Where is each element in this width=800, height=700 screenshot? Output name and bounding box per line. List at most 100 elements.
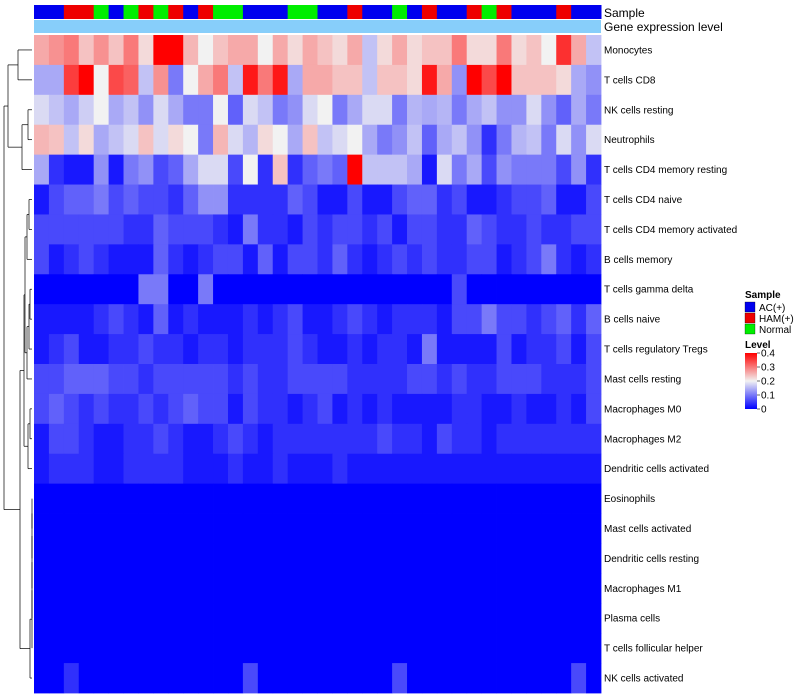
heatmap-cell — [586, 124, 602, 156]
heatmap-cell — [362, 184, 378, 215]
heatmap-cell — [317, 453, 333, 485]
heatmap-cell — [377, 423, 393, 455]
heatmap-cell — [108, 94, 124, 126]
row-label: T cells CD4 memory activated — [604, 225, 737, 236]
legend-level-ticks: 0.4 0.3 0.2 0.1 0 — [757, 349, 775, 416]
heatmap-cell — [496, 94, 512, 126]
heatmap-cell — [227, 184, 244, 215]
heatmap-cell — [242, 423, 259, 455]
heatmap-cell — [481, 543, 497, 574]
heatmap-cell — [317, 603, 333, 634]
legend-tick-label: 0.1 — [761, 391, 775, 402]
heatmap-cell — [108, 304, 124, 335]
heatmap-cell — [213, 483, 229, 514]
heatmap-cell — [34, 64, 50, 96]
heatmap-cell — [556, 154, 572, 185]
heatmap-cell — [407, 453, 423, 485]
heatmap-cell — [213, 274, 229, 305]
heatmap-cell — [138, 94, 154, 126]
heatmap-cell — [496, 214, 512, 245]
heatmap-cell — [586, 663, 602, 694]
sample-annotation-cell — [421, 5, 438, 19]
heatmap-cell — [93, 663, 110, 694]
heatmap-cell — [93, 35, 110, 66]
heatmap-cell — [227, 603, 244, 634]
heatmap-cell — [481, 393, 497, 425]
heatmap-cell — [347, 663, 363, 694]
heatmap-cell — [48, 35, 65, 66]
heatmap-cell — [93, 124, 110, 156]
heatmap-cell — [421, 423, 438, 455]
heatmap-cell — [586, 334, 602, 365]
heatmap-cell — [257, 64, 274, 96]
row-label: Dendritic cells resting — [604, 554, 699, 565]
heatmap-cell — [168, 513, 184, 544]
heatmap-cell — [481, 154, 497, 185]
heatmap-cell — [347, 64, 363, 96]
heatmap-cell — [123, 364, 139, 395]
row-label: T cells CD4 memory resting — [604, 165, 727, 176]
heatmap-cell — [287, 304, 303, 335]
sample-annotation-cell — [496, 5, 512, 19]
heatmap-cell — [526, 453, 542, 485]
heatmap-cell — [198, 573, 214, 604]
heatmap-cell — [451, 513, 468, 544]
heatmap-cell — [421, 35, 438, 66]
heatmap-cell — [198, 513, 214, 544]
sample-annotation-track — [34, 5, 602, 19]
sample-annotation-cell — [347, 5, 363, 19]
heatmap-cell — [586, 154, 602, 185]
heatmap-cell — [242, 633, 259, 664]
heatmap-cell — [227, 124, 244, 156]
heatmap-cell — [556, 603, 572, 634]
heatmap-cell — [198, 334, 214, 365]
heatmap-cell — [586, 35, 602, 66]
heatmap-cell — [48, 513, 65, 544]
heatmap-cell — [347, 364, 363, 395]
heatmap-cell — [63, 244, 80, 275]
heatmap-cell — [436, 35, 453, 66]
heatmap-cell — [526, 64, 542, 96]
heatmap-cell — [362, 154, 378, 185]
heatmap-cell — [317, 274, 333, 305]
heatmap-cell — [63, 304, 80, 335]
heatmap-cell — [78, 393, 95, 425]
heatmap-cell — [571, 154, 587, 185]
heatmap-cell — [138, 364, 154, 395]
heatmap-cell — [168, 154, 184, 185]
heatmap-cell — [63, 214, 80, 245]
heatmap-cell — [421, 184, 438, 215]
heatmap-cell — [48, 633, 65, 664]
heatmap-cell — [481, 304, 497, 335]
heatmap-cell — [242, 64, 259, 96]
heatmap-cell — [63, 364, 80, 395]
heatmap-cell — [541, 603, 557, 634]
heatmap-cell — [571, 453, 587, 485]
heatmap-cell — [407, 483, 423, 514]
row-label: Plasma cells — [604, 614, 660, 625]
heatmap-cell — [466, 543, 483, 574]
heatmap-cell — [93, 94, 110, 126]
heatmap-cell — [347, 94, 363, 126]
heatmap-cell — [586, 603, 602, 634]
heatmap-cell — [556, 334, 572, 365]
heatmap-cell — [392, 573, 408, 604]
heatmap-cell — [392, 513, 408, 544]
heatmap-cell — [571, 543, 587, 574]
heatmap-cell — [332, 64, 348, 96]
heatmap-cell — [377, 274, 393, 305]
heatmap-cell — [511, 393, 527, 425]
heatmap-cell — [556, 274, 572, 305]
heatmap-cell — [571, 304, 587, 335]
sample-annotation-cell — [451, 5, 468, 19]
heatmap-cell — [93, 543, 110, 574]
heatmap-cell — [108, 184, 124, 215]
heatmap-cell — [287, 603, 303, 634]
row-label: Mast cells activated — [604, 524, 691, 535]
heatmap-cell — [496, 513, 512, 544]
heatmap-cell — [332, 124, 348, 156]
heatmap-cell — [526, 214, 542, 245]
heatmap-cell — [451, 184, 468, 215]
heatmap-cell — [48, 603, 65, 634]
heatmap-cell — [242, 364, 259, 395]
